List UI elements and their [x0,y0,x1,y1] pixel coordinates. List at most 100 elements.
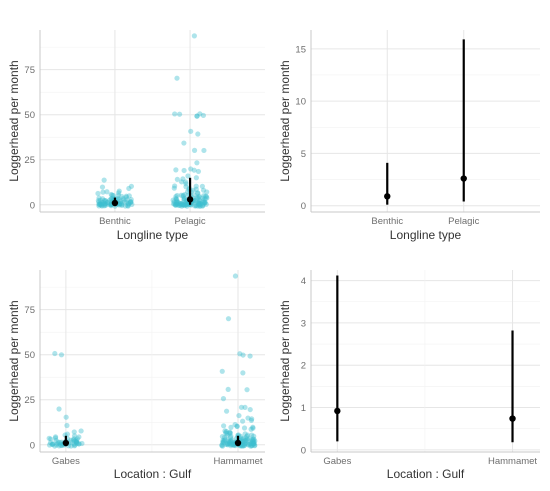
data-point [173,202,179,208]
data-point [177,201,183,207]
data-point [244,432,251,438]
data-point [116,190,122,196]
data-point [127,199,134,205]
y-tick-label: 25 [24,395,35,406]
data-point [219,442,225,448]
y-tick-label: 75 [24,305,35,316]
data-point [219,442,225,448]
data-point [235,432,241,438]
data-point [248,443,254,449]
data-point [73,437,79,443]
data-point [247,406,253,413]
y-tick-label: 0 [30,440,35,451]
data-point [70,437,77,443]
data-point [184,201,191,207]
data-point [249,439,256,445]
data-point [234,423,240,429]
x-tick-label: Benthic [99,216,131,227]
data-point [52,435,59,441]
data-point [110,192,116,199]
data-point [197,203,203,209]
mean-point [509,415,516,422]
data-point [172,111,178,117]
data-point [49,441,56,447]
data-point [171,185,177,191]
data-point [203,194,210,200]
data-point [238,433,244,439]
x-axis-title: Longline type [390,228,462,242]
data-point [191,147,198,153]
data-point [183,202,189,208]
data-point [182,202,189,208]
data-point [202,199,208,206]
data-point [96,201,102,207]
data-point [100,199,107,206]
data-point [242,441,248,447]
data-point [246,442,252,448]
data-point [191,192,197,198]
data-point [116,200,123,207]
data-point [244,387,250,393]
data-point [223,430,229,436]
data-point [249,441,255,447]
data-point [180,200,186,206]
data-point [220,396,227,402]
data-point [247,353,253,359]
data-point [182,191,188,198]
data-point [74,440,80,447]
data-point [242,440,248,447]
data-point [241,425,248,431]
data-point [105,201,111,207]
data-point [73,438,79,445]
data-point [249,437,255,443]
data-point [79,440,85,447]
data-point [97,201,103,208]
data-point [192,197,198,203]
data-point [180,202,187,208]
data-point [115,192,122,198]
data-point [103,198,109,204]
data-point [173,201,179,207]
data-point [64,422,70,429]
data-point [123,194,129,200]
data-point [184,203,190,209]
data-point [201,147,207,154]
data-point [197,201,203,207]
data-point [221,423,227,429]
y-tick-label: 75 [24,65,35,76]
data-point [197,198,203,204]
x-tick-label: Pelagic [174,216,205,227]
data-point [228,438,235,445]
data-point [99,199,105,206]
data-point [249,440,255,446]
data-point [227,438,233,445]
data-point [224,430,230,437]
data-point [183,179,189,185]
data-point [99,184,106,190]
mean-point [460,175,467,182]
data-point [178,192,184,198]
data-point [190,187,196,193]
mean-point [111,199,119,207]
data-point [96,195,102,201]
y-tick-label: 0 [301,445,306,456]
data-point [128,196,134,203]
data-point [245,441,251,447]
data-point [196,199,202,205]
data-point [195,195,201,202]
data-point [58,352,65,358]
data-point [128,199,134,205]
data-point [76,441,82,447]
data-point [219,443,226,449]
data-point [46,442,53,448]
data-point [174,75,180,81]
data-point [56,443,62,449]
data-point [64,431,70,437]
data-point [193,203,199,209]
data-point [126,185,132,192]
data-point [196,200,202,207]
data-point [174,192,180,199]
data-point [188,128,194,134]
data-point [124,197,130,203]
